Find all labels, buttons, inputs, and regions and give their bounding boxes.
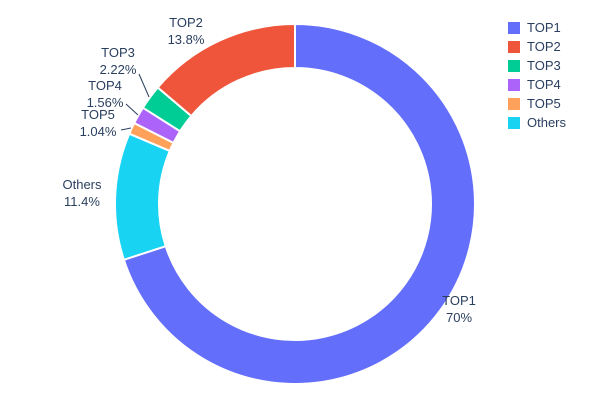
legend-label: TOP5 (527, 96, 561, 111)
legend-swatch-top4 (508, 78, 520, 91)
legend-label: TOP3 (527, 58, 561, 73)
pie-slice-others[interactable] (114, 132, 171, 261)
legend-swatch-top1 (508, 21, 520, 34)
legend-item-top4[interactable]: TOP4 (508, 78, 566, 91)
label-leader-line-top5 (120, 127, 132, 131)
slice-label-top1: TOP1 70% (442, 293, 476, 325)
legend-swatch-top2 (508, 40, 520, 53)
slice-label-top4: TOP4 1.56% (87, 78, 124, 110)
legend-swatch-others (508, 116, 520, 129)
slice-label-top3: TOP3 2.22% (100, 45, 137, 77)
legend-label: TOP1 (527, 20, 561, 35)
label-leader-line-top4 (125, 103, 139, 116)
legend-item-top1[interactable]: TOP1 (508, 21, 566, 34)
legend-item-others[interactable]: Others (508, 116, 566, 129)
legend-item-top5[interactable]: TOP5 (508, 97, 566, 110)
slice-label-top5: TOP5 1.04% (80, 107, 117, 139)
legend-label: TOP2 (527, 39, 561, 54)
legend-label: Others (527, 115, 567, 130)
slice-label-top2: TOP2 13.8% (168, 15, 205, 47)
label-leader-line-top3 (138, 73, 150, 98)
legend: TOP1 TOP2 TOP3 TOP4 TOP5 Others (508, 21, 566, 129)
legend-swatch-top5 (508, 97, 520, 110)
pie-slice-top2[interactable] (156, 23, 296, 117)
pie-slice-top1[interactable] (122, 23, 476, 385)
legend-item-top3[interactable]: TOP3 (508, 59, 566, 72)
slice-label-others: Others 11.4% (62, 177, 102, 209)
legend-swatch-top3 (508, 59, 520, 72)
legend-item-top2[interactable]: TOP2 (508, 40, 566, 53)
legend-label: TOP4 (527, 77, 561, 92)
